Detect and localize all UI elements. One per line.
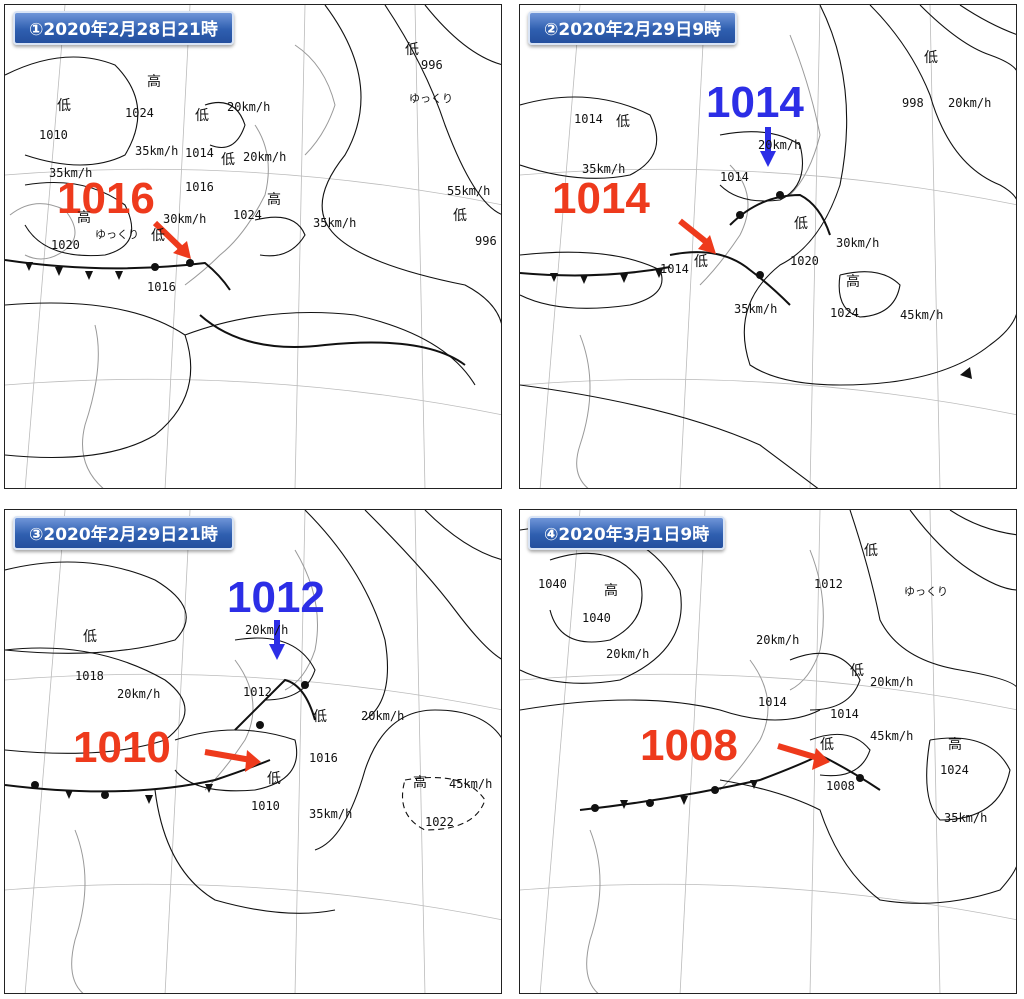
low-mark: 低 [864, 543, 878, 559]
speed-label: 20km/h [361, 709, 405, 723]
isobar-map [520, 510, 1016, 993]
pressure-label: 1008 [826, 779, 855, 793]
pressure-label: 1016 [185, 180, 214, 194]
pressure-label: 998 [902, 96, 924, 110]
low-mark: 低 [151, 228, 165, 244]
speed-label: 55km/h [447, 184, 491, 198]
pressure-label: 1018 [75, 669, 104, 683]
pressure-label: 1024 [125, 106, 154, 120]
pressure-label: 1020 [51, 238, 80, 252]
pressure-label: 996 [421, 58, 443, 72]
pressure-label: 1020 [790, 254, 819, 268]
low-mark: 低 [313, 709, 327, 725]
low-mark: 低 [83, 629, 97, 645]
pressure-label: 1016 [309, 751, 338, 765]
low-mark: 低 [616, 114, 630, 130]
pressure-label: 1024 [830, 306, 859, 320]
low-mark: 低 [267, 771, 281, 787]
speed-label: 35km/h [135, 144, 179, 158]
high-mark: 高 [413, 775, 427, 791]
speed-label: 20km/h [948, 96, 992, 110]
speed-label: 20km/h [243, 150, 287, 164]
pressure-label: 1014 [660, 262, 689, 276]
high-mark: 高 [948, 737, 962, 753]
speed-label: 45km/h [870, 729, 914, 743]
highlight-pressure-red: 1010 [73, 723, 171, 772]
speed-label: 35km/h [582, 162, 626, 176]
speed-label: 20km/h [870, 675, 914, 689]
isobar-map [520, 5, 1016, 488]
highlight-pressure-red: 1016 [57, 174, 155, 223]
slow-label: ゆっくり [409, 92, 453, 105]
map-title: ④2020年3月1日9時 [528, 516, 726, 550]
pressure-label: 1012 [814, 577, 843, 591]
speed-label: 20km/h [117, 687, 161, 701]
weather-map-panel-3: ③2020年2月29日21時 1012 1010 低 1018 1012 低 1… [4, 509, 502, 994]
weather-map-panel-4: ④2020年3月1日9時 1008 低 1012 1014 低 1014 低 1… [519, 509, 1017, 994]
high-mark: 高 [147, 74, 161, 90]
speed-label: 20km/h [758, 138, 802, 152]
low-mark: 低 [850, 663, 864, 679]
pressure-label: 1024 [233, 208, 262, 222]
speed-label: 45km/h [449, 777, 493, 791]
pressure-label: 996 [475, 234, 497, 248]
low-mark: 低 [221, 152, 235, 168]
low-mark: 低 [57, 98, 71, 114]
high-mark: 高 [77, 210, 91, 226]
speed-label: 20km/h [227, 100, 271, 114]
speed-label: 35km/h [313, 216, 357, 230]
speed-label: 20km/h [756, 633, 800, 647]
pressure-label: 1040 [538, 577, 567, 591]
low-mark: 低 [195, 108, 209, 124]
low-mark: 低 [405, 42, 419, 58]
pressure-label: 1014 [574, 112, 603, 126]
highlight-pressure-red: 1014 [552, 174, 650, 223]
weather-map-panel-2: ②2020年2月29日9時 1014 1014 低 1014 低 998 101… [519, 4, 1017, 489]
pressure-label: 1014 [185, 146, 214, 160]
low-mark: 低 [794, 216, 808, 232]
low-mark: 低 [694, 254, 708, 270]
pressure-label: 1024 [940, 763, 969, 777]
speed-label: 45km/h [900, 308, 944, 322]
pressure-label: 1010 [39, 128, 68, 142]
highlight-pressure-red: 1008 [640, 721, 738, 770]
pressure-label: 1014 [758, 695, 787, 709]
isobar-map [5, 510, 501, 993]
speed-label: 30km/h [836, 236, 880, 250]
highlight-pressure-blue: 1014 [706, 78, 804, 127]
pressure-label: 1022 [425, 815, 454, 829]
map-title: ②2020年2月29日9時 [528, 11, 738, 45]
highlight-pressure-blue: 1012 [227, 573, 325, 622]
speed-label: 35km/h [309, 807, 353, 821]
pressure-label: 1014 [720, 170, 749, 184]
high-mark: 高 [846, 274, 860, 290]
speed-label: 30km/h [163, 212, 207, 226]
map-title: ①2020年2月28日21時 [13, 11, 234, 45]
pressure-label: 1012 [243, 685, 272, 699]
high-mark: 高 [604, 583, 618, 599]
speed-label: 35km/h [944, 811, 988, 825]
map-title: ③2020年2月29日21時 [13, 516, 234, 550]
low-mark: 低 [453, 208, 467, 224]
speed-label: 20km/h [245, 623, 289, 637]
weather-map-panel-1: ①2020年2月28日21時 1016 低 1010 低 1014 低 1016… [4, 4, 502, 489]
pressure-label: 1014 [830, 707, 859, 721]
pressure-label: 1040 [582, 611, 611, 625]
speed-label: 20km/h [606, 647, 650, 661]
low-mark: 低 [924, 50, 938, 66]
speed-label: 35km/h [49, 166, 93, 180]
isobar-map [5, 5, 501, 488]
high-mark: 高 [267, 192, 281, 208]
low-mark: 低 [820, 737, 834, 753]
speed-label: 35km/h [734, 302, 778, 316]
pressure-label: 1010 [251, 799, 280, 813]
slow-label: ゆっくり [904, 585, 948, 598]
slow-label: ゆっくり [95, 228, 139, 241]
pressure-label: 1016 [147, 280, 176, 294]
